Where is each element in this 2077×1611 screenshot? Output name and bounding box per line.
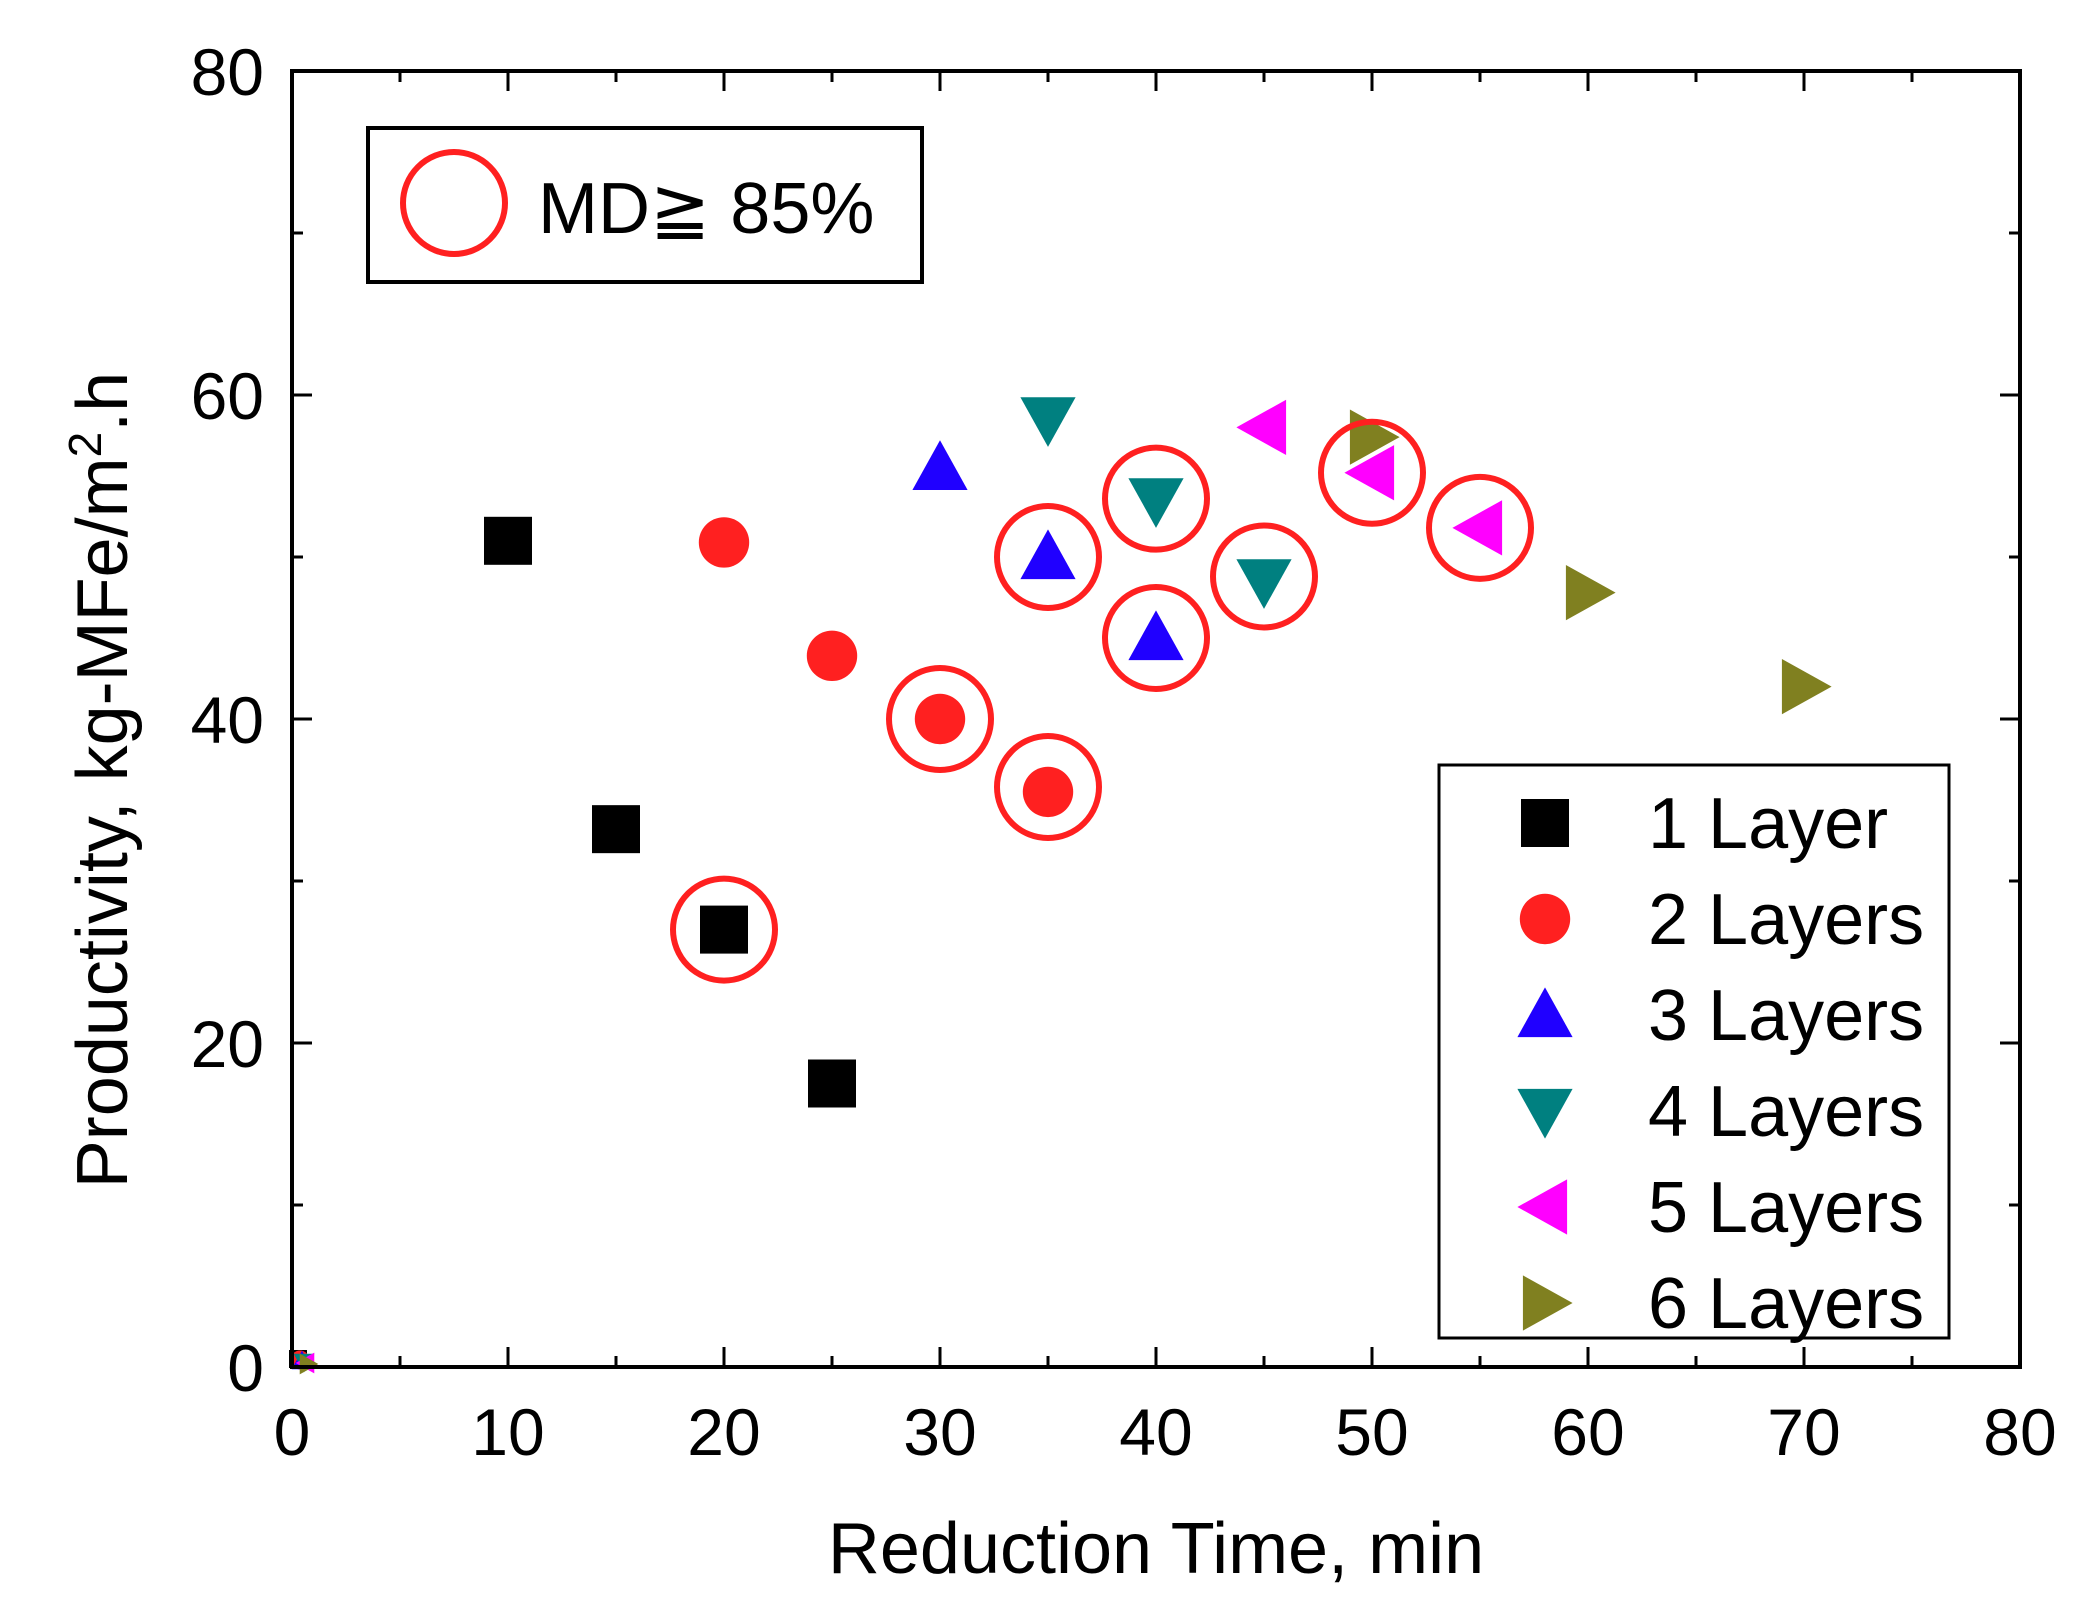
data-point-2-layers [1022, 766, 1074, 818]
series-legend-box [1437, 763, 1951, 1340]
data-point-4-layers [1236, 559, 1292, 609]
data-point-5-layers [1344, 445, 1395, 501]
highlight-legend-ring-icon [400, 149, 508, 257]
highlight-ring [1102, 444, 1210, 553]
series-legend-entries: 1 Layer 2 Layers 3 Layers 4 Layers 5 Layers 6… [1517, 784, 1924, 1344]
data-point-5-layers [1452, 500, 1503, 556]
y-axis-label-main: Productivity, kg-MFe/m [63, 457, 143, 1188]
data-point-4-layers [1020, 397, 1076, 447]
data-point-1-layer [808, 1059, 856, 1108]
legend-label: 2 Layers [1648, 880, 1924, 960]
y-tick-label: 20 [191, 1007, 264, 1081]
legend-label: 6 Layers [1648, 1264, 1924, 1344]
y-tick-label: 60 [191, 359, 264, 433]
y-tick-label: 40 [191, 683, 264, 757]
data-point-6-layers [1565, 565, 1616, 621]
y-tick-label: 0 [227, 1331, 264, 1405]
highlight-ring [1210, 522, 1318, 631]
highlight-ring [1426, 473, 1534, 582]
highlight-ring [994, 503, 1102, 611]
data-point-4-layers [1128, 478, 1184, 528]
data-point-3-layers [1128, 610, 1184, 661]
axis-tick-labels: 0 10 20 30 40 50 60 70 80 0 20 40 60 80 [191, 35, 2057, 1469]
highlight-ring [1102, 584, 1210, 692]
data-point-2-layers [914, 693, 966, 745]
data-point-6-layers [1781, 659, 1832, 715]
x-tick-label: 20 [687, 1395, 760, 1469]
x-tick-label: 40 [1119, 1395, 1192, 1469]
legend-marker-4-layers [1517, 1088, 1573, 1139]
highlight-ring [670, 875, 778, 984]
x-tick-label: 50 [1335, 1395, 1408, 1469]
data-point-2-layers [698, 517, 750, 568]
data-point-1-layer [484, 516, 532, 565]
x-tick-label: 80 [1983, 1395, 2056, 1469]
data-point-6-layers [299, 1353, 319, 1375]
x-tick-label: 70 [1767, 1395, 1840, 1469]
legend-marker-3-layers [1517, 987, 1573, 1038]
legend-marker-1-layer [1521, 799, 1569, 847]
x-tick-label: 0 [274, 1395, 311, 1469]
highlight-ring [994, 733, 1102, 842]
data-point-1-layer [700, 905, 748, 954]
y-tick-label: 80 [191, 35, 264, 109]
highlight-ring [886, 665, 994, 773]
x-tick-label: 60 [1551, 1395, 1624, 1469]
legend-marker-2-layers [1519, 893, 1571, 945]
legend-marker-5-layers [1517, 1179, 1568, 1235]
data-point-2-layers [806, 630, 858, 682]
highlight-rings [670, 418, 1534, 984]
legend-label: 1 Layer [1648, 784, 1888, 864]
series-legend: 1 Layer 2 Layers 3 Layers 4 Layers 5 Layers 6… [1437, 763, 1951, 1344]
y-axis-label-superscript: 2 [59, 432, 111, 458]
data-point-3-layers [1020, 529, 1076, 580]
data-point-3-layers [912, 440, 968, 490]
highlight-legend: MD≧ 85% [366, 126, 924, 284]
legend-label: 5 Layers [1648, 1168, 1924, 1248]
legend-label: 3 Layers [1648, 976, 1924, 1056]
plot-area-frame [290, 69, 2022, 1369]
legend-marker-6-layers [1522, 1275, 1573, 1331]
x-tick-label: 10 [471, 1395, 544, 1469]
data-point-5-layers [1236, 399, 1287, 455]
x-axis-label: Reduction Time, min [828, 1509, 1484, 1589]
x-tick-label: 30 [903, 1395, 976, 1469]
legend-label: 4 Layers [1648, 1072, 1924, 1152]
y-axis-label-tail: .h [63, 372, 143, 432]
highlight-ring [1318, 418, 1426, 527]
data-point-1-layer [592, 805, 640, 854]
y-axis-label: Productivity, kg-MFe/m2.h [59, 372, 143, 1188]
highlight-legend-label: MD≧ 85% [538, 169, 874, 249]
